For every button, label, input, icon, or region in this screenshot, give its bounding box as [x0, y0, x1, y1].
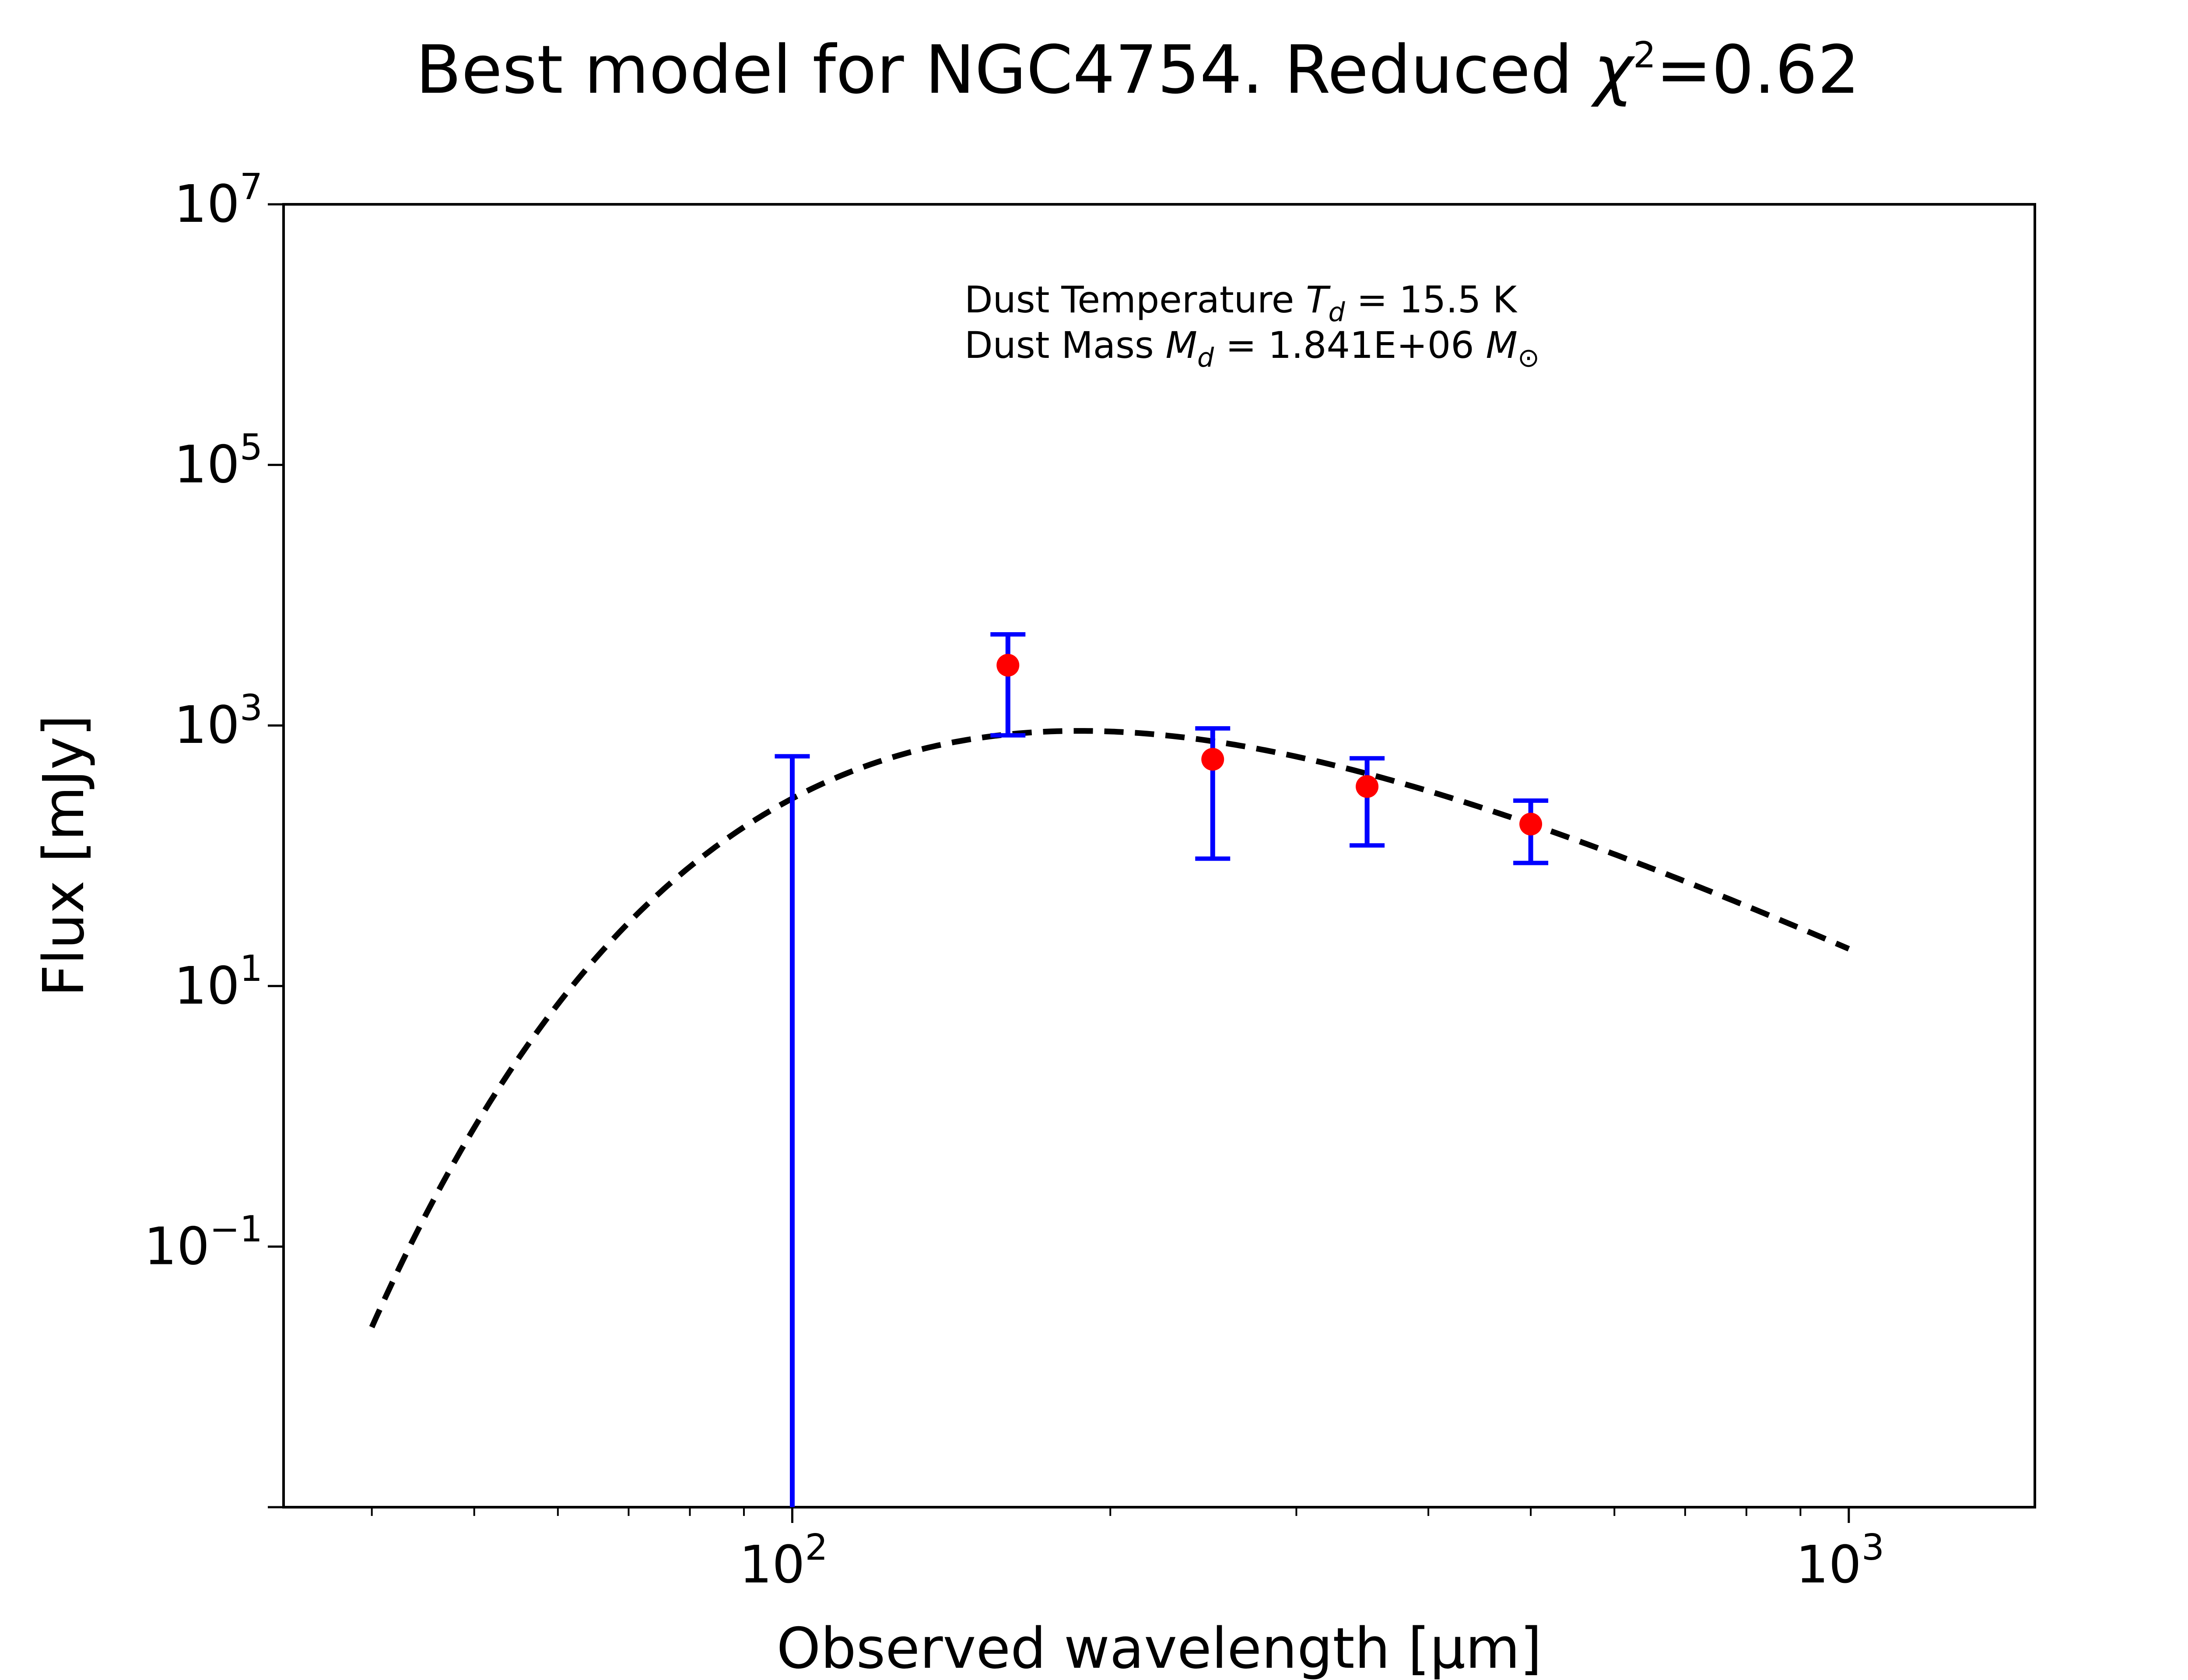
data-point: [1201, 748, 1224, 771]
y-axis-label: Flux [mJy]: [32, 715, 97, 997]
data-point: [996, 654, 1020, 677]
y-tick-label: 101: [174, 948, 263, 1016]
data-points-layer: [775, 632, 1549, 1507]
model-curve: [369, 728, 1850, 1329]
y-tick-label: 10−1: [144, 1208, 263, 1276]
annotation-dust-mass: Dust Mass Md = 1.841E+06 M⊙: [964, 324, 1539, 373]
y-tick-label: 105: [174, 427, 263, 495]
y-tick-label: 107: [174, 166, 263, 234]
model-curve-layer: [369, 728, 1850, 1329]
plot-frame: [282, 203, 2036, 1508]
chart-title: Best model for NGC4754. Reduced χ2=0.62: [416, 31, 1860, 108]
data-point: [1519, 812, 1543, 836]
y-tick-label: 103: [174, 687, 263, 755]
x-tick-label: 102: [739, 1527, 828, 1595]
axis-ticks: 10−1 101 103 105 107 102 103: [144, 166, 1884, 1595]
annotation-dust-temperature: Dust Temperature Td = 15.5 K: [964, 278, 1518, 328]
data-point: [1356, 775, 1379, 798]
x-axis-label: Observed wavelength [μm]: [777, 1616, 1542, 1680]
x-tick-label: 103: [1796, 1527, 1884, 1595]
